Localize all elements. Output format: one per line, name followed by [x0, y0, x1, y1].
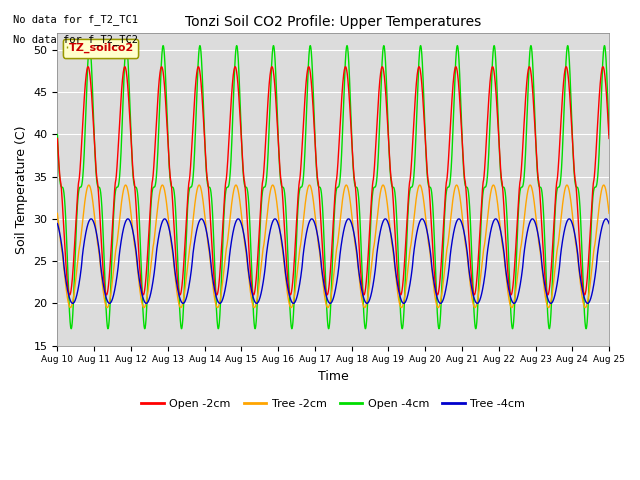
- Title: Tonzi Soil CO2 Profile: Upper Temperatures: Tonzi Soil CO2 Profile: Upper Temperatur…: [185, 15, 481, 29]
- Text: No data for f_T2_TC1: No data for f_T2_TC1: [13, 14, 138, 25]
- Y-axis label: Soil Temperature (C): Soil Temperature (C): [15, 125, 28, 253]
- X-axis label: Time: Time: [318, 370, 349, 383]
- Text: No data for f_T2_TC2: No data for f_T2_TC2: [13, 34, 138, 45]
- Legend: Open -2cm, Tree -2cm, Open -4cm, Tree -4cm: Open -2cm, Tree -2cm, Open -4cm, Tree -4…: [137, 395, 529, 414]
